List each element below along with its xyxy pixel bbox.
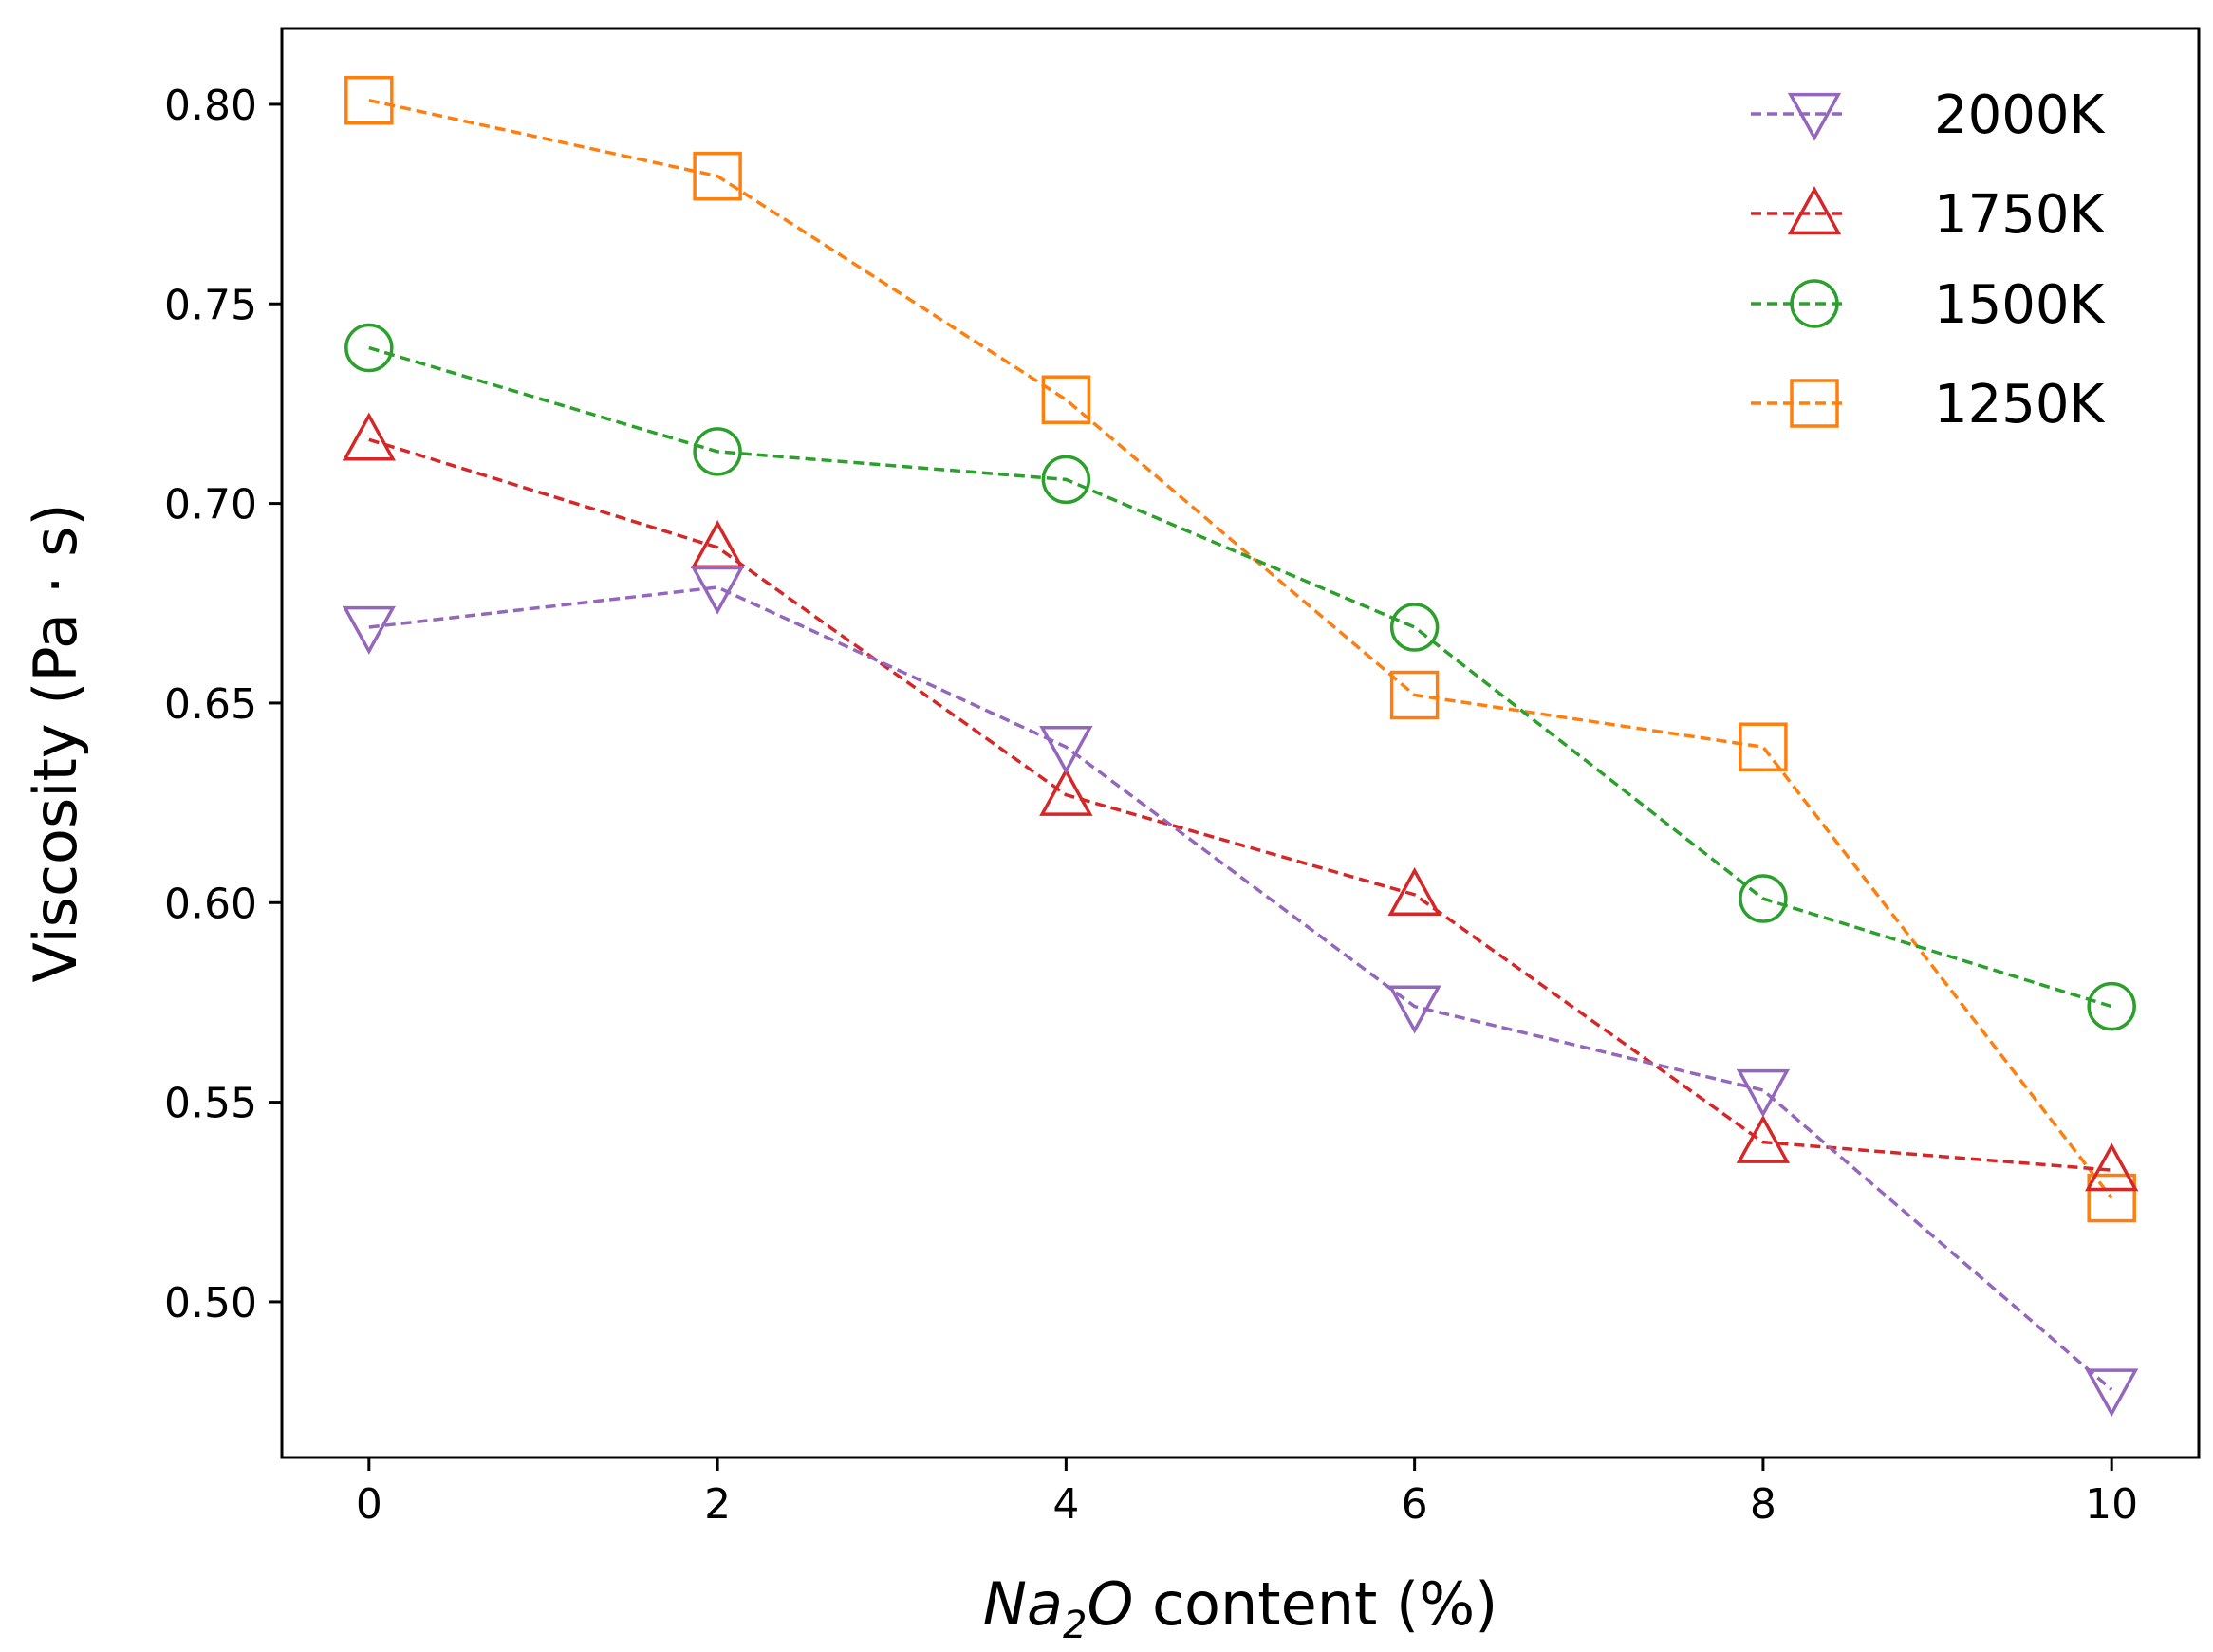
data-point-1750K (2085, 1142, 2139, 1192)
data-point-1750K (342, 412, 396, 461)
series-line-1500K (368, 345, 2112, 1009)
series-line-1250K (368, 99, 2113, 1199)
data-point-1250K (344, 75, 394, 125)
legend-marker-1500K (1790, 279, 1839, 328)
plot-frame (280, 27, 2201, 1459)
y-tick-label: 0.65 (164, 680, 257, 729)
data-point-2000K (1736, 1068, 1791, 1118)
x-tick-label: 6 (1402, 1480, 1428, 1529)
legend-marker-2000K (1787, 92, 1842, 141)
data-point-2000K (2085, 1368, 2139, 1418)
x-tick-label: 2 (704, 1480, 731, 1529)
x-axis-label: Na2O content (%) (983, 1569, 1498, 1647)
legend-label-1500K: 1500K (1934, 274, 2106, 336)
y-tick-label: 0.55 (164, 1080, 257, 1128)
x-tick-label: 10 (2085, 1480, 2138, 1529)
data-point-2000K (1387, 985, 1441, 1034)
series-line-2000K (368, 585, 2113, 1391)
data-point-1500K (2087, 981, 2136, 1031)
data-point-1250K (1739, 722, 1788, 771)
legend-label-2000K: 2000K (1934, 84, 2106, 146)
data-point-1750K (690, 520, 745, 569)
data-point-1250K (693, 151, 742, 201)
y-tick-label: 0.70 (164, 481, 257, 529)
data-point-1500K (344, 323, 394, 373)
x-tick-label: 8 (1750, 1480, 1776, 1529)
y-axis-label: Viscosity (Pa · s) (21, 503, 90, 982)
legend-label-1750K: 1750K (1934, 184, 2106, 246)
data-point-1750K (1039, 767, 1093, 816)
data-point-2000K (690, 566, 745, 615)
y-tick-label: 0.60 (164, 880, 257, 928)
legend-marker-1250K (1790, 379, 1839, 428)
x-tick-label: 4 (1052, 1480, 1079, 1529)
data-point-1250K (1389, 670, 1440, 720)
data-point-1500K (1739, 874, 1788, 923)
data-point-1250K (2087, 1173, 2136, 1223)
data-point-2000K (1039, 726, 1093, 775)
x-tick-label: 0 (356, 1480, 382, 1529)
data-point-1500K (1041, 455, 1091, 505)
series-line-1750K (368, 437, 2112, 1172)
data-point-1750K (1387, 867, 1441, 917)
y-tick-label: 0.80 (164, 82, 257, 130)
data-point-1500K (693, 427, 742, 476)
y-tick-label: 0.50 (164, 1279, 257, 1327)
legend-marker-1750K (1787, 186, 1842, 235)
legend-label-1250K: 1250K (1934, 374, 2106, 436)
data-point-1750K (1736, 1114, 1791, 1163)
y-tick-label: 0.75 (164, 281, 257, 329)
legend: 2000K 1750K 1500K 1250K (1751, 84, 2106, 436)
data-point-1500K (1389, 603, 1440, 652)
data-point-2000K (342, 605, 396, 655)
data-point-1250K (1041, 375, 1091, 424)
